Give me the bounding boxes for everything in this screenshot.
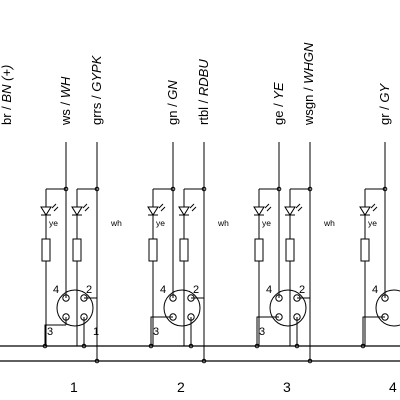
connector-2-pin-4: 4 (160, 284, 166, 296)
resistor-icon (72, 238, 82, 262)
channel-number-1: 1 (70, 379, 78, 395)
led-ray (51, 203, 57, 209)
connector-1-pin-2: 2 (86, 284, 92, 296)
connector-1: 4 2 3 1 (44, 284, 99, 346)
wire-label-green: gn / GN (165, 80, 180, 125)
connector-3: 4 2 3 (256, 284, 310, 346)
connector-2-pin-3: 3 (153, 326, 159, 338)
junction-dot (170, 186, 176, 192)
resistor-icon (254, 238, 264, 262)
led-ray (53, 206, 59, 212)
led-ray (191, 206, 197, 212)
led-branch-4 (178, 186, 207, 346)
led-branch-6 (284, 186, 313, 346)
led-icon (284, 206, 296, 216)
led-branch-1 (40, 186, 69, 346)
connector-2-body (163, 289, 201, 327)
led-color-label-2: wh (110, 218, 122, 228)
led-icon (359, 206, 371, 216)
led-branch-5 (253, 186, 282, 346)
connector-2: 4 2 3 (150, 284, 204, 346)
led-branch-7 (359, 186, 388, 346)
led-icon (178, 206, 190, 216)
led-color-label-7: ye (368, 218, 377, 228)
led-color-label-4: wh (217, 218, 229, 228)
junction-dot (307, 186, 313, 192)
junction-dot (188, 343, 194, 349)
led-ray (370, 203, 376, 209)
led-icon (40, 206, 52, 216)
led-color-label-6: wh (323, 218, 335, 228)
junction-dot (294, 343, 300, 349)
connector-4-body (375, 289, 400, 327)
led-color-label-3: ye (156, 218, 165, 228)
connector-4: 4 (362, 284, 400, 346)
junction-dot (276, 186, 282, 192)
connector-1-body (56, 289, 94, 327)
connector-3-pin-2: 2 (299, 284, 305, 296)
connector-3-pin-3: 3 (259, 326, 265, 338)
junction-dot (42, 343, 48, 349)
wire-label-white-green: wsgn / WHGN (301, 42, 316, 126)
connector-1-pin-3: 3 (47, 326, 53, 338)
led-color-label-1: ye (49, 218, 58, 228)
junction-dot (81, 343, 87, 349)
led-ray (297, 206, 303, 212)
connector-3-body (269, 289, 307, 327)
led-ray (372, 206, 378, 212)
led-ray (264, 203, 270, 209)
led-branch-2 (71, 186, 100, 346)
led-ray (266, 206, 272, 212)
wire-label-brown: br / BN (+) (0, 65, 14, 125)
wire-label-grey: gr / GY (377, 82, 392, 125)
led-icon (147, 206, 159, 216)
wire-label-yellow: ge / YE (271, 82, 286, 125)
junction-dot (360, 343, 366, 349)
junction-dot (201, 186, 207, 192)
wire-label-red-blue: rtbl / RDBU (196, 59, 211, 125)
resistor-icon (148, 238, 158, 262)
led-ray (295, 203, 301, 209)
connector-3-pin-4: 4 (266, 284, 272, 296)
led-color-label-5: ye (262, 218, 271, 228)
channel-number-3: 3 (283, 379, 291, 395)
junction-dot (148, 343, 154, 349)
signal-wires (65, 142, 386, 343)
led-icon (71, 206, 83, 216)
led-icon (253, 206, 265, 216)
junction-dot (254, 343, 260, 349)
led-branch-3 (147, 186, 176, 346)
led-ray (158, 203, 164, 209)
channel-number-2: 2 (177, 379, 185, 395)
connector-4-pin-4: 4 (372, 284, 378, 296)
resistor-icon (179, 238, 189, 262)
junction-dot (94, 186, 100, 192)
led-ray (160, 206, 166, 212)
led-ray (84, 206, 90, 212)
resistor-icon (285, 238, 295, 262)
connector-2-pin-2: 2 (193, 284, 199, 296)
junction-dot (382, 186, 388, 192)
led-ray (189, 203, 195, 209)
wire-label-white: ws / WH (58, 76, 73, 126)
resistor-icon (41, 238, 51, 262)
resistor-icon (360, 238, 370, 262)
junction-dot (63, 186, 69, 192)
connector-1-pin-4: 4 (53, 284, 59, 296)
connector-1-pin-1: 1 (93, 326, 99, 338)
led-ray (82, 203, 88, 209)
wire-label-grey-pink: grrs / GYPK (89, 54, 104, 125)
channel-number-4: 4 (389, 379, 397, 395)
